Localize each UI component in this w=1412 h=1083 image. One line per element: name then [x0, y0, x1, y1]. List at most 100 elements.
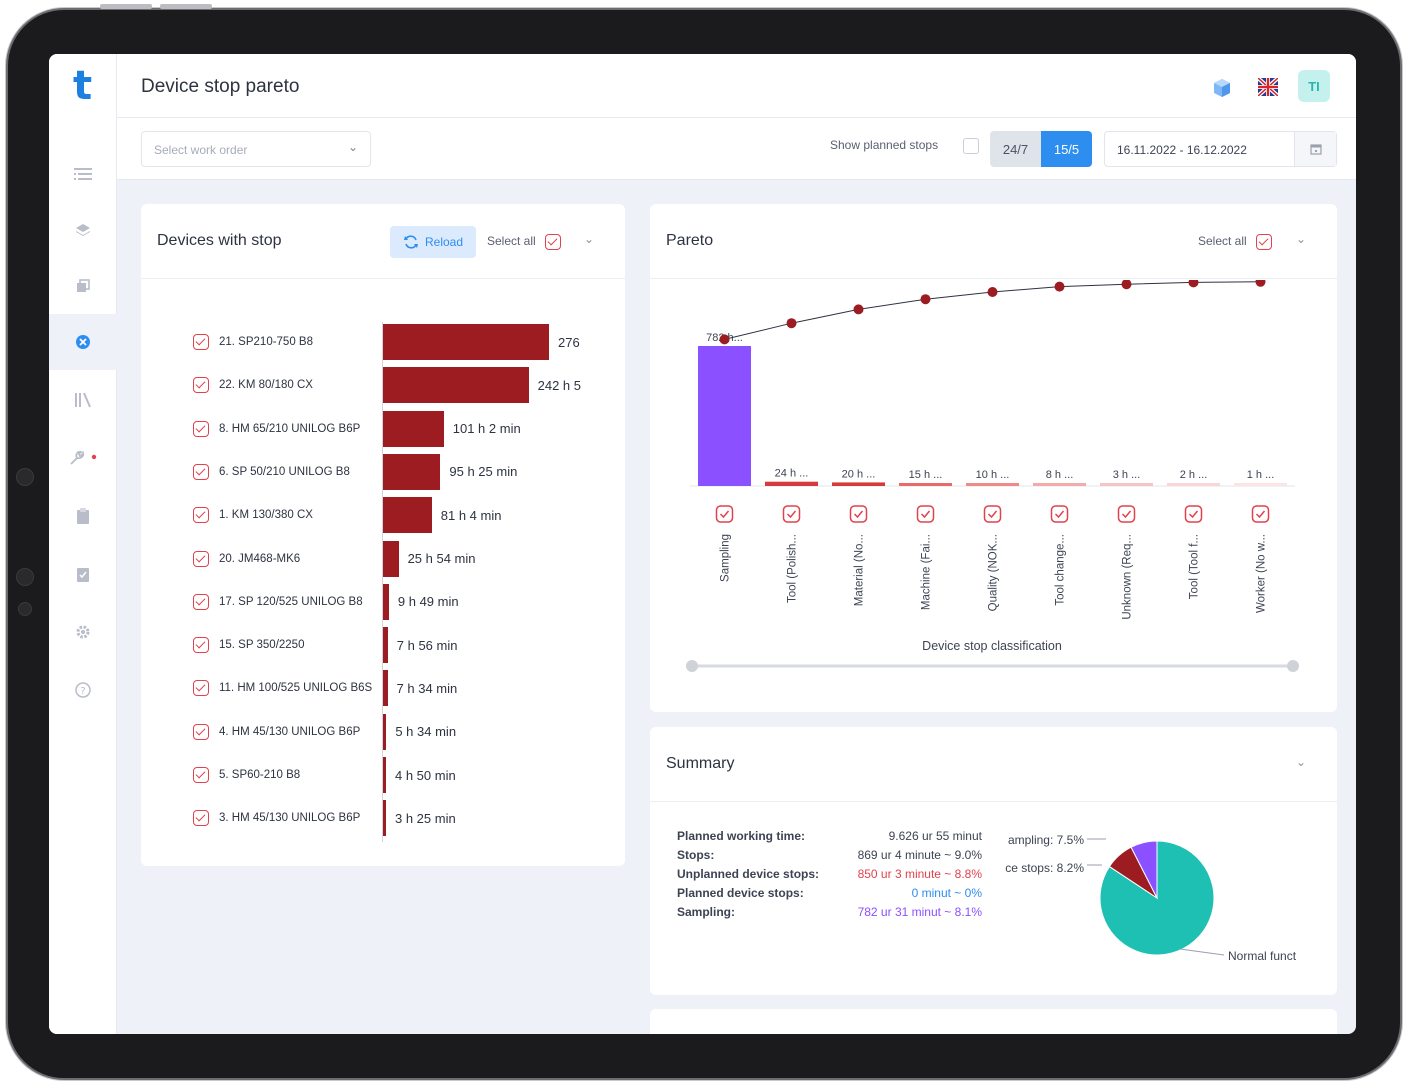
layers-icon[interactable]	[49, 202, 117, 258]
category-checkbox[interactable]	[983, 505, 1002, 523]
cube-icon[interactable]	[1212, 78, 1232, 98]
device-row[interactable]: 4. HM 45/130 UNILOG B6P	[193, 722, 360, 742]
summary-value: 782 ur 31 minut ~ 8.1%	[857, 905, 982, 919]
device-checkbox[interactable]	[193, 637, 209, 654]
work-order-select[interactable]: Select work order ⌄	[141, 131, 371, 167]
cumulative-point[interactable]	[719, 334, 730, 345]
device-checkbox[interactable]	[193, 810, 209, 827]
library-icon[interactable]	[49, 372, 117, 428]
bar-axis	[382, 322, 383, 842]
device-bar[interactable]	[383, 670, 388, 707]
device-checkbox[interactable]	[193, 680, 209, 697]
device-checkbox[interactable]	[193, 767, 209, 783]
device-row[interactable]: 5. SP60-210 B8	[193, 765, 300, 785]
device-bar[interactable]	[383, 627, 388, 664]
clipboard-icon[interactable]	[49, 488, 117, 544]
device-bar[interactable]	[383, 800, 386, 837]
device-bar[interactable]	[383, 367, 529, 404]
cumulative-point[interactable]	[1255, 280, 1266, 287]
device-checkbox[interactable]	[193, 420, 209, 437]
show-planned-checkbox[interactable]	[963, 138, 979, 154]
calendar-icon[interactable]	[1294, 132, 1336, 166]
list-icon[interactable]	[49, 146, 117, 202]
checklist-icon[interactable]	[49, 546, 117, 602]
device-checkbox[interactable]	[193, 334, 209, 350]
range-slider-handle-left[interactable]	[686, 660, 698, 672]
device-checkbox[interactable]	[193, 723, 209, 740]
device-checkbox[interactable]	[193, 507, 209, 524]
app-logo[interactable]: t	[49, 54, 117, 118]
cumulative-point[interactable]	[1054, 281, 1065, 292]
device-row[interactable]: 21. SP210-750 B8	[193, 332, 313, 352]
cumulative-point[interactable]	[987, 287, 998, 297]
pareto-card-title: Pareto	[666, 232, 714, 249]
category-checkbox[interactable]	[849, 505, 868, 523]
wrench-icon[interactable]	[49, 430, 117, 486]
pareto-bar-label: 2 h ...	[1180, 469, 1208, 481]
mode-15-5-button[interactable]: 15/5	[1041, 131, 1092, 167]
uk-flag-icon[interactable]	[1256, 76, 1280, 98]
device-row[interactable]: 15. SP 350/2250	[193, 635, 304, 655]
pareto-bar[interactable]	[899, 483, 952, 486]
device-row[interactable]: 22. KM 80/180 CX	[193, 375, 313, 395]
pareto-bar[interactable]	[1033, 483, 1086, 486]
device-bar[interactable]	[383, 324, 549, 360]
pareto-bar[interactable]	[698, 346, 751, 486]
device-bar[interactable]	[383, 410, 444, 447]
summary-card: Summary ⌄ Planned working time: 9.626 ur …	[650, 727, 1337, 995]
category-checkbox[interactable]	[782, 505, 801, 523]
pie-slice[interactable]	[1130, 840, 1158, 899]
cumulative-point[interactable]	[1121, 280, 1132, 290]
category-checkbox[interactable]	[1251, 505, 1270, 523]
device-row[interactable]: 17. SP 120/525 UNILOG B8	[193, 592, 363, 612]
cumulative-point[interactable]	[920, 294, 931, 305]
device-checkbox[interactable]	[193, 377, 209, 394]
device-bar[interactable]	[383, 540, 399, 577]
chevron-down-icon[interactable]: ⌄	[1296, 755, 1307, 769]
help-icon[interactable]: ?	[49, 662, 117, 718]
category-checkbox[interactable]	[1050, 505, 1069, 523]
chevron-down-icon[interactable]: ⌄	[584, 232, 595, 246]
device-row[interactable]: 20. JM468-MK6	[193, 549, 300, 569]
device-bar[interactable]	[383, 497, 432, 534]
device-row[interactable]: 6. SP 50/210 UNILOG B8	[193, 462, 350, 482]
device-stop-icon[interactable]	[49, 314, 117, 370]
pareto-bar[interactable]	[1167, 483, 1220, 486]
device-bar[interactable]	[383, 583, 389, 620]
reload-button[interactable]: Reload	[390, 226, 476, 258]
device-row[interactable]: 3. HM 45/130 UNILOG B6P	[193, 808, 360, 828]
device-row[interactable]: 11. HM 100/525 UNILOG B6S	[193, 678, 372, 698]
devices-select-all[interactable]: Select all	[487, 234, 562, 250]
category-checkbox[interactable]	[916, 505, 935, 523]
pareto-bar[interactable]	[832, 482, 885, 486]
pareto-bar[interactable]	[1100, 483, 1153, 486]
pareto-bar[interactable]	[966, 483, 1019, 486]
device-bar[interactable]	[383, 453, 441, 490]
cumulative-point[interactable]	[853, 304, 864, 315]
summary-value: 0 minut ~ 0%	[911, 886, 982, 900]
category-checkbox[interactable]	[715, 505, 734, 523]
mode-24-7-button[interactable]: 24/7	[990, 131, 1041, 167]
copy-icon[interactable]	[49, 258, 117, 314]
select-all-checkbox[interactable]	[545, 234, 562, 250]
cumulative-point[interactable]	[786, 318, 797, 329]
category-checkbox[interactable]	[1184, 505, 1203, 523]
device-bar[interactable]	[383, 757, 386, 793]
pareto-bar[interactable]	[1234, 483, 1287, 486]
chevron-down-icon[interactable]: ⌄	[1296, 232, 1307, 246]
device-row[interactable]: 1. KM 130/380 CX	[193, 505, 313, 525]
device-checkbox[interactable]	[193, 550, 209, 567]
device-checkbox[interactable]	[193, 593, 209, 610]
pareto-select-all[interactable]: Select all	[1198, 234, 1273, 250]
pareto-bar[interactable]	[765, 481, 818, 486]
category-checkbox[interactable]	[1117, 505, 1136, 523]
cumulative-point[interactable]	[1188, 280, 1199, 288]
select-all-checkbox[interactable]	[1256, 234, 1273, 250]
device-row[interactable]: 8. HM 65/210 UNILOG B6P	[193, 419, 360, 439]
user-avatar[interactable]: TI	[1298, 70, 1330, 102]
device-bar[interactable]	[383, 713, 387, 750]
range-slider-handle-right[interactable]	[1287, 660, 1299, 672]
device-checkbox[interactable]	[193, 463, 209, 480]
date-range-input[interactable]: 16.11.2022 - 16.12.2022	[1104, 131, 1337, 167]
gear-icon[interactable]	[49, 604, 117, 660]
